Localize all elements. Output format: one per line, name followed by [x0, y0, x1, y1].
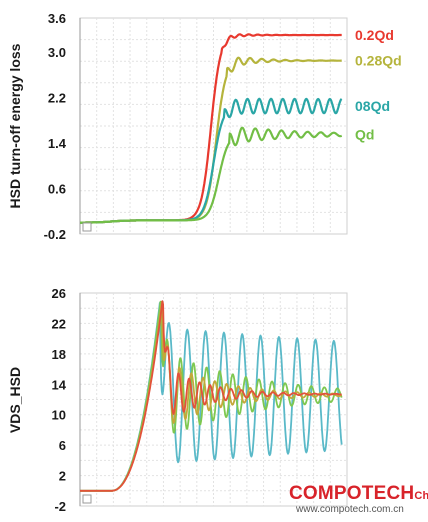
legend-label: 0.28Qd: [355, 53, 402, 69]
y-axis-label: VDS_HSD: [7, 367, 23, 433]
y-tick-label: 10: [52, 408, 66, 423]
chart-vds-hsd: 26 22 18 14 10 6 2 -2 VDS_HSD: [7, 286, 348, 514]
y-tick-label: 6: [59, 438, 66, 453]
watermark-url: www.compotech.com.cn: [296, 504, 404, 515]
corner-marker-icon: [82, 494, 92, 504]
y-tick-label: 1.4: [48, 136, 67, 151]
y-tick-label: 3.6: [48, 11, 66, 26]
y-tick-label: 18: [52, 347, 66, 362]
y-tick-label: -0.2: [44, 227, 66, 242]
y-tick-label: 14: [52, 377, 67, 392]
legend-label: Qd: [355, 127, 374, 143]
y-tick-label: 0.6: [48, 182, 66, 197]
watermark-brand: COMPOTECHChina: [289, 483, 428, 505]
y-axis-label: HSD turn-off energy loss: [7, 43, 23, 208]
legend-label: 08Qd: [355, 98, 390, 114]
watermark-brand-text: COMPOTECH: [289, 483, 415, 504]
y-tick-label: -2: [54, 499, 66, 514]
corner-marker-icon: [82, 222, 92, 232]
chart-energy-loss: 3.6 3.0 2.2 1.4 0.6 -0.2 HSD turn-off energy l…: [7, 11, 402, 242]
watermark-region: China: [414, 490, 428, 502]
legend-label: 0.2Qd: [355, 27, 394, 43]
series-line-qd: [79, 126, 343, 224]
y-tick-label: 2: [59, 469, 66, 484]
y-tick-label: 22: [52, 316, 66, 331]
y-tick-label: 26: [52, 286, 66, 301]
y-tick-label: 3.0: [48, 45, 66, 60]
series-line-4: [79, 300, 342, 492]
y-tick-label: 2.2: [48, 91, 66, 106]
